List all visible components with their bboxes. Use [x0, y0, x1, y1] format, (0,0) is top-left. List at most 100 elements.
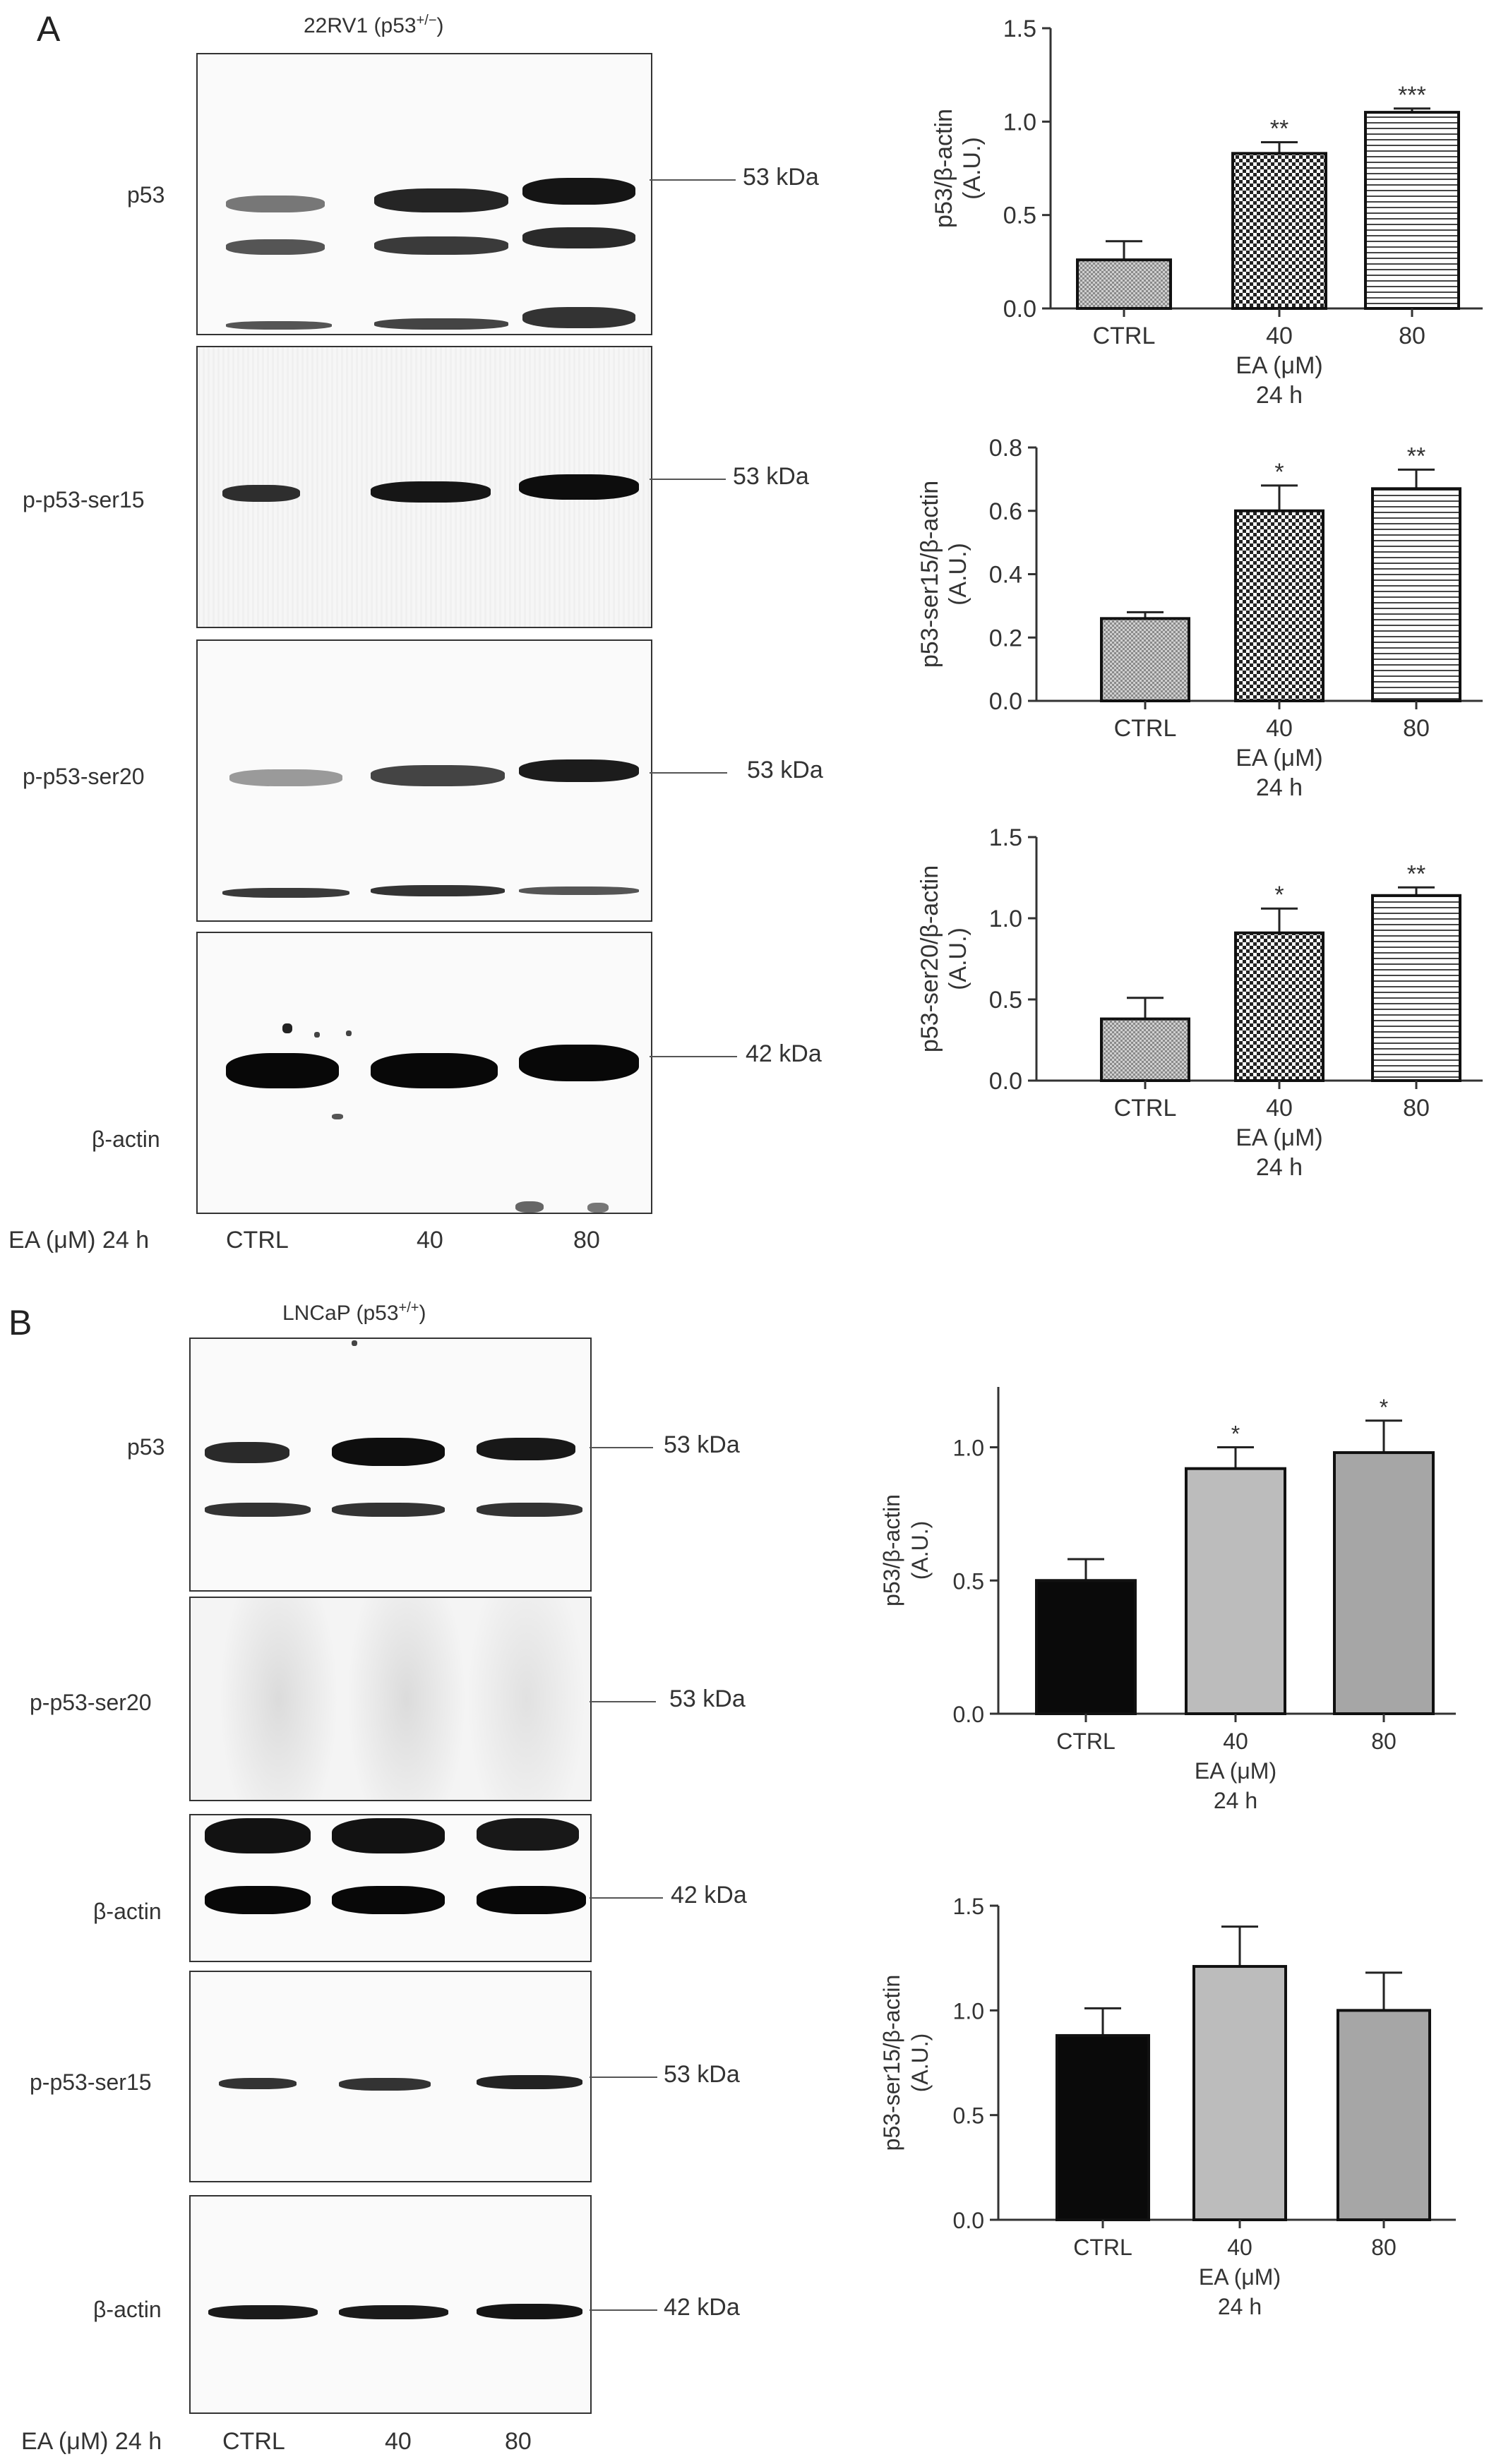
lane-label: 80: [505, 2428, 532, 2455]
y-axis-sublabel: (A.U.): [959, 137, 986, 200]
leader-line: [650, 1056, 737, 1057]
panel-b-cell-line: LNCaP (p53+/+): [282, 1300, 426, 1325]
bar-80: [1371, 894, 1461, 1083]
x-tick-label: 80: [1371, 1729, 1397, 1754]
significance-label: ***: [1398, 82, 1426, 109]
y-axis-label: p53-ser20/β-actin: [916, 865, 943, 1052]
leader-line: [650, 772, 727, 774]
row-label-actin: β-actin: [93, 1899, 162, 1924]
x-axis-sublabel: 24 h: [1218, 2294, 1262, 2319]
x-axis-sublabel: 24 h: [1214, 1788, 1257, 1813]
y-tick-label: 1.0: [953, 1998, 984, 2024]
blot-b-actin-1: [189, 1814, 592, 1962]
x-tick-label: 40: [1266, 323, 1293, 349]
panel-a-cell-line: 22RV1 (p53+/−): [304, 13, 444, 37]
x-axis-label: EA (μM): [1236, 745, 1322, 771]
blot-a-actin: [196, 932, 652, 1214]
bar-40: [1234, 509, 1324, 702]
blot-a-ser15: [196, 346, 652, 628]
bar-80: [1371, 487, 1461, 703]
y-axis-label: p53/β-actin: [879, 1494, 904, 1606]
y-tick-label: 1.0: [1003, 109, 1036, 136]
bar-80: [1336, 2009, 1431, 2221]
row-label-actin: β-actin: [92, 1126, 160, 1152]
row-label-ser15: p-p53-ser15: [23, 487, 145, 512]
significance-label: *: [1231, 1422, 1240, 1447]
y-axis-sublabel: (A.U.): [945, 927, 971, 990]
x-tick-label: CTRL: [1056, 1729, 1116, 1754]
y-axis-label: p53-ser15/β-actin: [916, 481, 943, 668]
x-axis-sublabel: 24 h: [1256, 1154, 1303, 1181]
x-tick-label: 80: [1403, 715, 1430, 742]
y-tick-label: 0.6: [989, 498, 1022, 525]
y-axis-label: p53-ser15/β-actin: [879, 1975, 904, 2151]
kda-label: 53 kDa: [733, 463, 809, 490]
significance-label: *: [1380, 1395, 1388, 1420]
y-axis-sublabel: (A.U.): [907, 2033, 933, 2093]
significance-label: **: [1270, 115, 1288, 142]
x-tick-label: 40: [1227, 2235, 1252, 2260]
bar-ctrl: [1100, 617, 1190, 703]
leader-line: [590, 1897, 663, 1899]
x-axis-label: EA (μM): [1236, 1124, 1322, 1151]
leader-line: [590, 1701, 656, 1702]
leader-line: [590, 2077, 657, 2078]
significance-label: **: [1407, 443, 1425, 469]
leader-line: [650, 479, 726, 480]
kda-label: 53 kDa: [747, 757, 823, 783]
x-axis-label: EA (μM): [1195, 1758, 1276, 1784]
row-label-p53: p53: [127, 1434, 165, 1460]
y-tick-label: 0.8: [989, 435, 1022, 462]
y-tick-label: 0.5: [953, 1568, 984, 1594]
blot-a-p53: [196, 53, 652, 335]
lane-axis-label: EA (μM) 24 h: [8, 1227, 150, 1254]
y-tick-label: 0.4: [989, 562, 1022, 589]
bar-80: [1364, 111, 1460, 310]
kda-label: 42 kDa: [664, 2294, 740, 2321]
bar-80: [1333, 1451, 1435, 1716]
x-tick-label: 80: [1403, 1095, 1430, 1122]
x-tick-label: 40: [1223, 1729, 1248, 1754]
bar-40: [1185, 1467, 1286, 1715]
bar-ctrl: [1076, 258, 1172, 311]
y-tick-label: 0.0: [989, 1068, 1022, 1095]
x-tick-label: CTRL: [1073, 2235, 1132, 2260]
y-axis-sublabel: (A.U.): [907, 1521, 933, 1580]
blot-a-ser20: [196, 639, 652, 922]
leader-line: [590, 2309, 657, 2311]
bar-ctrl: [1035, 1579, 1137, 1715]
y-tick-label: 1.5: [1003, 16, 1036, 42]
y-tick-label: 1.5: [989, 824, 1022, 851]
lane-label: CTRL: [226, 1227, 289, 1254]
x-tick-label: 40: [1266, 1095, 1293, 1122]
blot-b-p53: [189, 1338, 592, 1592]
x-tick-label: 80: [1399, 323, 1425, 349]
kda-label: 42 kDa: [671, 1882, 747, 1909]
panel-a-letter: A: [37, 9, 61, 49]
significance-label: *: [1274, 459, 1284, 486]
blot-b-actin-2: [189, 2195, 592, 2414]
bar-ctrl: [1100, 1017, 1190, 1082]
y-tick-label: 0.5: [1003, 203, 1036, 229]
x-tick-label: CTRL: [1114, 715, 1177, 742]
bar-40: [1234, 931, 1324, 1082]
kda-label: 42 kDa: [746, 1040, 822, 1067]
x-tick-label: CTRL: [1093, 323, 1156, 349]
kda-label: 53 kDa: [743, 164, 819, 191]
leader-line: [590, 1447, 653, 1448]
row-label-ser20: p-p53-ser20: [23, 764, 145, 789]
bar-ctrl: [1056, 2033, 1150, 2222]
x-axis-label: EA (μM): [1199, 2264, 1281, 2290]
row-label-ser15: p-p53-ser15: [30, 2069, 152, 2095]
x-axis-sublabel: 24 h: [1256, 774, 1303, 801]
bar-40: [1192, 1965, 1287, 2222]
kda-label: 53 kDa: [664, 2061, 740, 2088]
significance-label: *: [1274, 882, 1284, 908]
lane-label: 40: [417, 1227, 443, 1254]
y-tick-label: 0.0: [953, 1702, 984, 1727]
blot-b-ser15: [189, 1971, 592, 2182]
leader-line: [650, 179, 736, 181]
x-axis-label: EA (μM): [1236, 352, 1322, 379]
y-tick-label: 1.5: [953, 1894, 984, 1919]
